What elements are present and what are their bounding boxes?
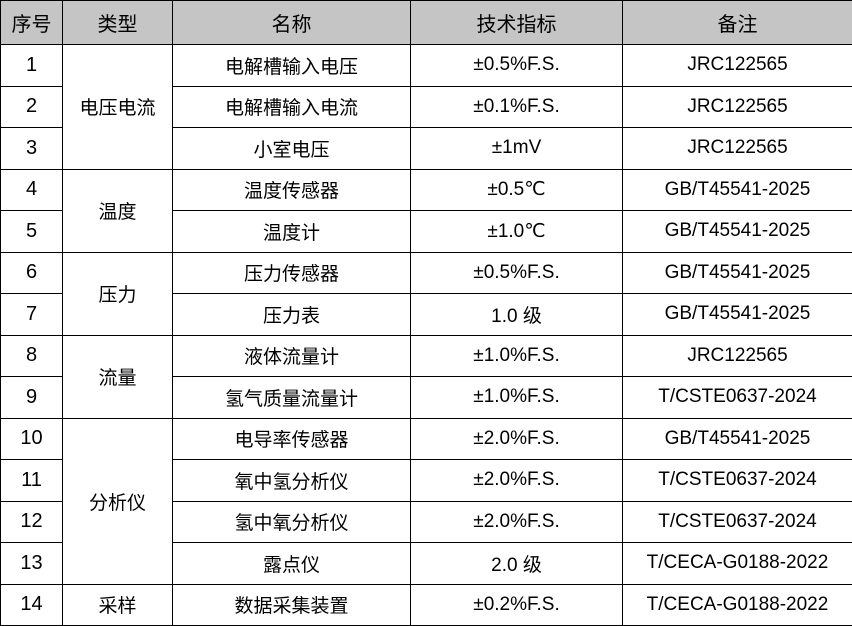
cell-instrument-name: 电解槽输入电压: [173, 45, 411, 87]
cell-remark: T/CECA-G0188-2022: [623, 584, 852, 626]
cell-serial-number: 3: [1, 128, 63, 170]
cell-technical-spec: ±0.2%F.S.: [411, 584, 623, 626]
cell-technical-spec: ±2.0%F.S.: [411, 460, 623, 502]
table-header: 序号 类型 名称 技术指标 备注: [1, 1, 852, 45]
column-header-type: 类型: [63, 1, 173, 45]
cell-technical-spec: ±0.5℃: [411, 169, 623, 211]
cell-type-group: 流量: [63, 335, 173, 418]
cell-serial-number: 10: [1, 418, 63, 460]
cell-serial-number: 2: [1, 86, 63, 128]
table-header-row: 序号 类型 名称 技术指标 备注: [1, 1, 852, 45]
cell-technical-spec: ±2.0%F.S.: [411, 418, 623, 460]
cell-instrument-name: 电解槽输入电流: [173, 86, 411, 128]
cell-serial-number: 7: [1, 294, 63, 336]
cell-remark: GB/T45541-2025: [623, 418, 852, 460]
cell-remark: JRC122565: [623, 86, 852, 128]
cell-remark: JRC122565: [623, 45, 852, 87]
cell-serial-number: 12: [1, 501, 63, 543]
cell-type-group: 温度: [63, 169, 173, 252]
cell-instrument-name: 电导率传感器: [173, 418, 411, 460]
cell-type-group: 电压电流: [63, 45, 173, 170]
cell-serial-number: 14: [1, 584, 63, 626]
cell-technical-spec: ±1.0℃: [411, 211, 623, 253]
cell-remark: T/CSTE0637-2024: [623, 377, 852, 419]
cell-remark: T/CECA-G0188-2022: [623, 543, 852, 585]
cell-remark: GB/T45541-2025: [623, 252, 852, 294]
cell-remark: JRC122565: [623, 335, 852, 377]
cell-remark: JRC122565: [623, 128, 852, 170]
column-header-spec: 技术指标: [411, 1, 623, 45]
cell-instrument-name: 露点仪: [173, 543, 411, 585]
cell-serial-number: 8: [1, 335, 63, 377]
cell-remark: GB/T45541-2025: [623, 169, 852, 211]
cell-serial-number: 13: [1, 543, 63, 585]
cell-type-group: 分析仪: [63, 418, 173, 584]
cell-type-group: 压力: [63, 252, 173, 335]
cell-technical-spec: 1.0 级: [411, 294, 623, 336]
column-header-no: 序号: [1, 1, 63, 45]
cell-technical-spec: ±0.5%F.S.: [411, 45, 623, 87]
cell-instrument-name: 温度传感器: [173, 169, 411, 211]
cell-technical-spec: ±0.5%F.S.: [411, 252, 623, 294]
cell-serial-number: 1: [1, 45, 63, 87]
cell-type-group: 采样: [63, 584, 173, 626]
cell-instrument-name: 压力传感器: [173, 252, 411, 294]
cell-serial-number: 5: [1, 211, 63, 253]
cell-instrument-name: 氧中氢分析仪: [173, 460, 411, 502]
cell-instrument-name: 数据采集装置: [173, 584, 411, 626]
cell-technical-spec: ±1.0%F.S.: [411, 335, 623, 377]
cell-remark: T/CSTE0637-2024: [623, 501, 852, 543]
cell-serial-number: 6: [1, 252, 63, 294]
cell-instrument-name: 氢中氧分析仪: [173, 501, 411, 543]
cell-instrument-name: 压力表: [173, 294, 411, 336]
cell-serial-number: 4: [1, 169, 63, 211]
cell-remark: GB/T45541-2025: [623, 211, 852, 253]
cell-technical-spec: 2.0 级: [411, 543, 623, 585]
cell-remark: GB/T45541-2025: [623, 294, 852, 336]
cell-serial-number: 9: [1, 377, 63, 419]
cell-remark: T/CSTE0637-2024: [623, 460, 852, 502]
cell-instrument-name: 液体流量计: [173, 335, 411, 377]
cell-technical-spec: ±1mV: [411, 128, 623, 170]
column-header-note: 备注: [623, 1, 852, 45]
cell-instrument-name: 氢气质量流量计: [173, 377, 411, 419]
cell-serial-number: 11: [1, 460, 63, 502]
cell-instrument-name: 温度计: [173, 211, 411, 253]
cell-technical-spec: ±2.0%F.S.: [411, 501, 623, 543]
cell-technical-spec: ±1.0%F.S.: [411, 377, 623, 419]
cell-technical-spec: ±0.1%F.S.: [411, 86, 623, 128]
column-header-name: 名称: [173, 1, 411, 45]
cell-instrument-name: 小室电压: [173, 128, 411, 170]
